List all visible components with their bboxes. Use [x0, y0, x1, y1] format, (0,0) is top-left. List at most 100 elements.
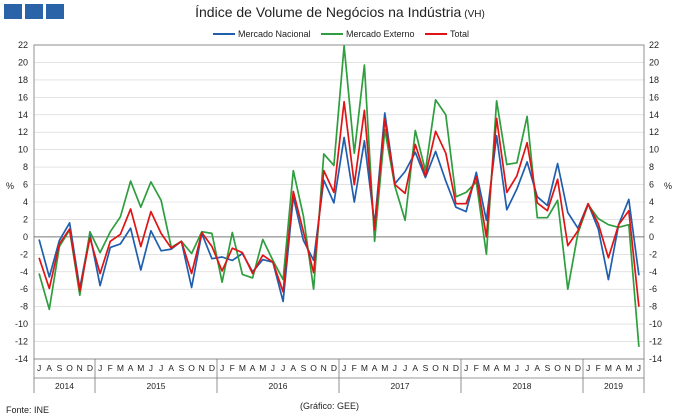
legend-entry: Mercado Nacional — [238, 29, 311, 39]
y-axis-label-left: % — [6, 181, 14, 191]
year-label: 2019 — [604, 381, 623, 391]
x-tick-label: A — [412, 363, 418, 373]
x-tick-label: J — [342, 363, 346, 373]
x-tick-label: S — [301, 363, 307, 373]
y-tick-label-left: -8 — [20, 302, 28, 312]
x-tick-label: J — [515, 363, 519, 373]
x-tick-label: S — [423, 363, 429, 373]
x-tick-label: M — [117, 363, 124, 373]
x-tick-label: F — [108, 363, 113, 373]
ine-logo-blocks — [4, 4, 64, 19]
year-label: 2014 — [55, 381, 74, 391]
x-tick-label: J — [403, 363, 407, 373]
x-tick-label: M — [503, 363, 510, 373]
x-tick-label: A — [250, 363, 256, 373]
series-line-total — [38, 100, 640, 307]
y-tick-label-right: -4 — [649, 267, 657, 277]
y-tick-label-right: 4 — [649, 197, 654, 207]
x-tick-label: J — [637, 363, 641, 373]
series-line-mercado-nacional — [38, 112, 640, 303]
x-tick-label: N — [321, 363, 327, 373]
x-tick-label: N — [443, 363, 449, 373]
x-tick-label: A — [372, 363, 378, 373]
y-tick-label-right: 12 — [649, 127, 659, 137]
x-tick-label: J — [159, 363, 163, 373]
y-tick-label-left: -4 — [20, 267, 28, 277]
year-label: 2018 — [513, 381, 532, 391]
chart-title-sub: (VH) — [464, 9, 485, 20]
x-tick-label: D — [209, 363, 215, 373]
y-tick-label-right: 0 — [649, 232, 654, 242]
y-tick-label-right: 20 — [649, 57, 659, 67]
x-tick-label: A — [616, 363, 622, 373]
y-tick-label-right: 6 — [649, 180, 654, 190]
legend-entry: Total — [450, 29, 469, 39]
x-tick-label: J — [586, 363, 590, 373]
year-label: 2015 — [147, 381, 166, 391]
x-tick-label: O — [310, 363, 317, 373]
y-tick-label-left: 12 — [18, 127, 28, 137]
series-line-mercado-externo — [38, 45, 640, 347]
y-tick-label-right: 18 — [649, 75, 659, 85]
x-tick-label: S — [545, 363, 551, 373]
x-tick-label: D — [331, 363, 337, 373]
x-tick-label: F — [352, 363, 357, 373]
y-tick-label-left: 6 — [23, 180, 28, 190]
y-tick-label-right: -12 — [649, 337, 662, 347]
x-tick-label: M — [259, 363, 266, 373]
year-label: 2016 — [269, 381, 288, 391]
y-tick-label-left: 14 — [18, 110, 28, 120]
x-tick-label: M — [625, 363, 632, 373]
y-tick-label-left: 4 — [23, 197, 28, 207]
x-tick-label: A — [168, 363, 174, 373]
x-tick-label: J — [98, 363, 102, 373]
x-tick-label: O — [66, 363, 73, 373]
x-tick-label: F — [596, 363, 601, 373]
x-tick-label: S — [179, 363, 185, 373]
y-tick-label-right: 22 — [649, 40, 659, 50]
y-tick-label-right: -8 — [649, 302, 657, 312]
x-tick-label: J — [149, 363, 153, 373]
chart-title: Índice de Volume de Negócios na Indústri… — [0, 4, 680, 20]
source-note: Fonte: INE — [6, 405, 50, 415]
x-tick-label: F — [474, 363, 479, 373]
x-tick-label: J — [525, 363, 529, 373]
x-tick-label: J — [464, 363, 468, 373]
y-tick-label-left: 10 — [18, 145, 28, 155]
y-tick-label-right: -10 — [649, 319, 662, 329]
x-tick-label: O — [432, 363, 439, 373]
y-tick-label-right: 14 — [649, 110, 659, 120]
x-tick-label: J — [37, 363, 41, 373]
x-tick-label: N — [77, 363, 83, 373]
y-tick-label-left: 8 — [23, 162, 28, 172]
x-tick-label: N — [565, 363, 571, 373]
y-tick-label-right: -14 — [649, 354, 662, 364]
y-tick-label-left: 0 — [23, 232, 28, 242]
x-tick-label: M — [239, 363, 246, 373]
y-tick-label-right: -6 — [649, 284, 657, 294]
year-label: 2017 — [391, 381, 410, 391]
x-tick-label: D — [575, 363, 581, 373]
y-tick-label-right: -2 — [649, 249, 657, 259]
x-tick-label: N — [199, 363, 205, 373]
x-tick-label: J — [393, 363, 397, 373]
x-tick-label: O — [188, 363, 195, 373]
y-tick-label-left: 18 — [18, 75, 28, 85]
y-tick-label-right: 2 — [649, 214, 654, 224]
x-tick-label: O — [554, 363, 561, 373]
x-tick-label: A — [128, 363, 134, 373]
y-tick-label-left: 16 — [18, 92, 28, 102]
x-tick-label: M — [381, 363, 388, 373]
y-tick-label-left: -14 — [15, 354, 28, 364]
y-tick-label-left: 20 — [18, 57, 28, 67]
x-tick-label: J — [271, 363, 275, 373]
y-tick-label-left: -6 — [20, 284, 28, 294]
x-tick-label: M — [483, 363, 490, 373]
y-tick-label-left: -12 — [15, 337, 28, 347]
x-tick-label: S — [57, 363, 63, 373]
y-tick-label-left: -10 — [15, 319, 28, 329]
x-tick-label: A — [534, 363, 540, 373]
y-tick-label-right: 16 — [649, 92, 659, 102]
x-tick-label: J — [220, 363, 224, 373]
